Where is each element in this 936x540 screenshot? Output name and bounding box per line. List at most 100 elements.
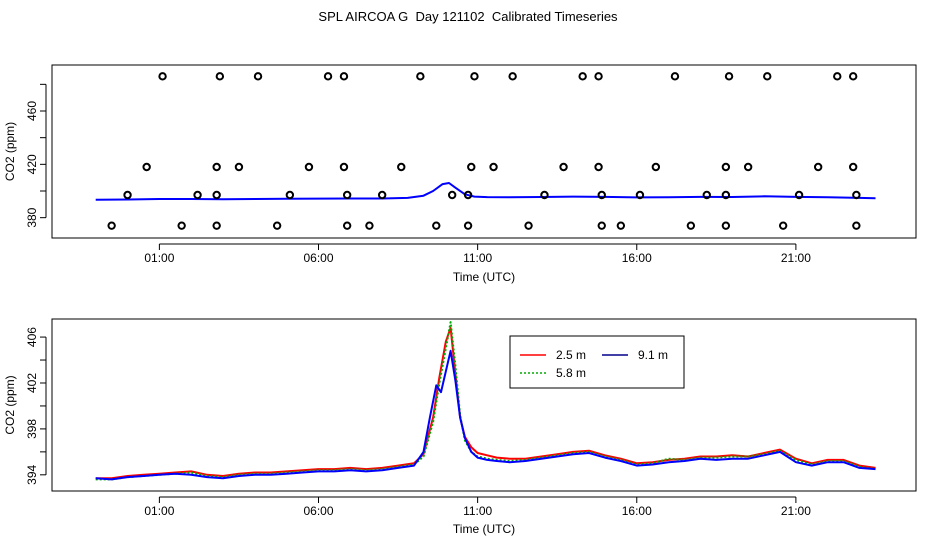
data-marker bbox=[524, 221, 533, 230]
series-line-9-1-m bbox=[95, 349, 876, 481]
data-marker bbox=[852, 221, 861, 230]
data-marker bbox=[158, 72, 167, 81]
y-axis-title: CO2 (ppm) bbox=[3, 375, 17, 434]
x-tick-label: 11:00 bbox=[463, 504, 492, 518]
data-marker bbox=[721, 221, 731, 230]
data-marker bbox=[342, 221, 352, 230]
y-tick-label: 402 bbox=[25, 373, 39, 393]
series-line-co2 bbox=[95, 182, 876, 201]
data-marker bbox=[763, 72, 772, 81]
data-marker bbox=[578, 72, 587, 81]
data-marker bbox=[272, 221, 282, 230]
data-marker bbox=[342, 190, 352, 200]
data-marker bbox=[597, 190, 606, 200]
data-marker bbox=[285, 190, 295, 200]
data-marker bbox=[463, 221, 473, 230]
data-marker bbox=[686, 221, 696, 230]
y-axis: 380 420 460 CO2 (ppm) bbox=[3, 83, 47, 228]
x-axis-title: Time (UTC) bbox=[453, 270, 515, 284]
x-axis: 01:00 06:00 11:00 16:00 21:00 Time (UTC) bbox=[144, 243, 811, 284]
x-tick-label: 21:00 bbox=[781, 251, 811, 265]
plot-frame bbox=[51, 64, 917, 239]
data-marker bbox=[215, 72, 225, 81]
data-marker bbox=[508, 72, 517, 81]
data-marker bbox=[594, 162, 603, 172]
top-panel: 01:00 06:00 11:00 16:00 21:00 Time (UTC) 380 42… bbox=[3, 64, 917, 284]
data-marker bbox=[177, 221, 186, 230]
data-marker bbox=[848, 72, 858, 81]
x-tick-label: 06:00 bbox=[303, 251, 333, 265]
data-marker bbox=[833, 72, 842, 81]
data-marker bbox=[253, 72, 263, 81]
y-tick-label: 420 bbox=[25, 154, 39, 174]
data-marker bbox=[743, 162, 753, 172]
legend: 2.5 m 9.1 m 5.8 m bbox=[509, 335, 685, 389]
data-marker bbox=[852, 190, 861, 200]
data-marker bbox=[467, 162, 476, 172]
data-marker bbox=[670, 72, 680, 81]
data-marker bbox=[724, 72, 734, 81]
data-marker bbox=[597, 221, 606, 230]
data-marker bbox=[339, 72, 349, 81]
data-marker bbox=[193, 190, 202, 200]
data-marker bbox=[432, 221, 441, 230]
series-group bbox=[95, 321, 876, 481]
y-tick-label: 394 bbox=[25, 464, 39, 484]
data-marker bbox=[778, 221, 788, 230]
data-marker bbox=[377, 190, 387, 200]
x-tick-label: 01:00 bbox=[144, 504, 174, 518]
data-marker bbox=[123, 190, 132, 200]
legend-label: 5.8 m bbox=[556, 366, 586, 380]
data-marker bbox=[702, 190, 711, 200]
data-marker bbox=[540, 190, 549, 200]
data-marker bbox=[212, 162, 221, 172]
data-marker bbox=[212, 190, 221, 200]
marker-group bbox=[107, 72, 861, 230]
data-marker bbox=[721, 190, 731, 200]
data-marker bbox=[107, 221, 116, 230]
y-tick-label: 406 bbox=[25, 327, 39, 347]
data-marker bbox=[651, 162, 661, 172]
data-marker bbox=[794, 190, 804, 200]
x-axis: 01:00 06:00 11:00 16:00 21:00 Time (UTC) bbox=[144, 496, 811, 536]
data-marker bbox=[489, 162, 498, 172]
data-marker bbox=[635, 190, 645, 200]
data-marker bbox=[212, 221, 221, 230]
data-marker bbox=[304, 162, 314, 172]
y-tick-label: 380 bbox=[25, 207, 39, 227]
data-marker bbox=[447, 190, 457, 200]
y-tick-label: 460 bbox=[25, 101, 39, 121]
data-marker bbox=[594, 72, 603, 81]
data-marker bbox=[721, 162, 731, 172]
data-marker bbox=[416, 72, 425, 81]
data-marker bbox=[813, 162, 823, 172]
data-marker bbox=[463, 190, 473, 200]
data-marker bbox=[142, 162, 151, 172]
plot-frame bbox=[51, 318, 917, 492]
x-tick-label: 16:00 bbox=[622, 504, 652, 518]
legend-box bbox=[509, 335, 685, 389]
data-marker bbox=[234, 162, 244, 172]
data-marker bbox=[339, 162, 349, 172]
data-marker bbox=[365, 221, 374, 230]
series-group bbox=[95, 182, 876, 201]
x-tick-label: 16:00 bbox=[622, 251, 652, 265]
data-marker bbox=[397, 162, 406, 172]
y-axis: 394 398 402 406 CO2 (ppm) bbox=[3, 327, 47, 485]
chart-title: SPL AIRCOA G Day 121102 Calibrated Times… bbox=[318, 9, 618, 24]
x-tick-label: 21:00 bbox=[781, 504, 811, 518]
data-marker bbox=[559, 162, 568, 172]
y-axis-title: CO2 (ppm) bbox=[3, 122, 17, 181]
legend-label: 9.1 m bbox=[638, 348, 668, 362]
x-tick-label: 01:00 bbox=[144, 251, 174, 265]
data-marker bbox=[323, 72, 333, 81]
x-tick-label: 06:00 bbox=[303, 504, 333, 518]
x-tick-label: 11:00 bbox=[463, 251, 492, 265]
data-marker bbox=[848, 162, 858, 172]
data-marker bbox=[616, 221, 626, 230]
y-tick-label: 398 bbox=[25, 419, 39, 439]
data-marker bbox=[470, 72, 479, 81]
x-axis-title: Time (UTC) bbox=[453, 522, 515, 536]
